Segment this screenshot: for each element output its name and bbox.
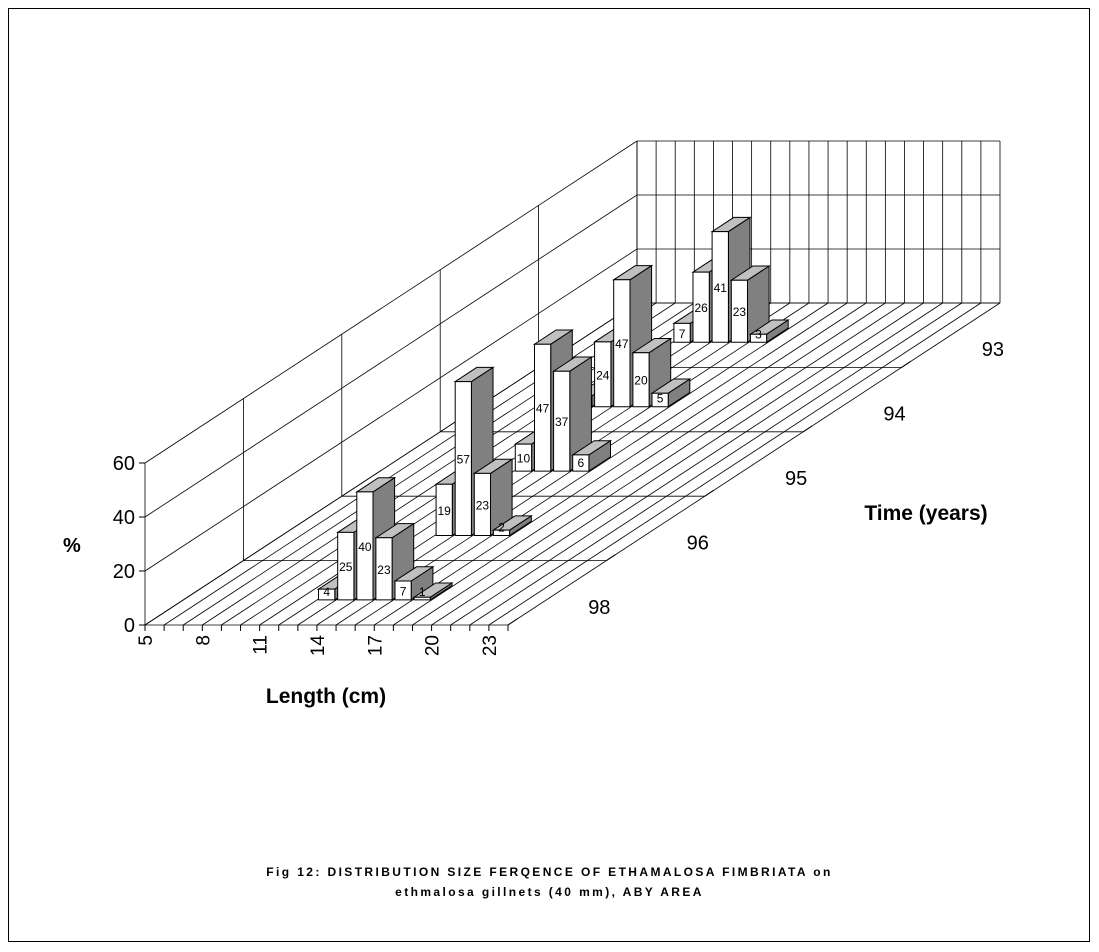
z-axis-tick <box>606 554 616 562</box>
bar-front <box>730 279 748 343</box>
y-axis-title: % <box>63 535 81 557</box>
bar-value-label: 3 <box>755 327 762 341</box>
x-tick-label: 11 <box>251 635 272 655</box>
z-tick-label: 95 <box>785 468 807 490</box>
y-tick-label: 40 <box>113 507 135 529</box>
bar-value-label: 5 <box>657 392 664 406</box>
side-wall-gridline <box>144 248 638 572</box>
x-tick-label: 17 <box>365 635 386 656</box>
floor-gridline <box>450 302 943 626</box>
z-tick-label: 96 <box>687 532 709 554</box>
x-tick-label: 23 <box>480 635 501 656</box>
bar-front <box>749 333 768 343</box>
floor-gridline <box>163 302 657 626</box>
z-axis-title: Time (years) <box>864 502 987 525</box>
bar-front <box>394 580 412 601</box>
bar-value-label: 26 <box>694 301 708 315</box>
y-tick-label: 20 <box>113 561 135 583</box>
bar-value-label: 23 <box>476 498 490 512</box>
bar-value-label: 24 <box>596 368 610 382</box>
bar-95-15: 6 <box>571 439 613 473</box>
bar-front <box>673 322 691 343</box>
bar-front <box>337 531 355 601</box>
z-tick-label: 94 <box>883 404 905 426</box>
z-axis-tick <box>507 618 518 626</box>
x-tick-label: 5 <box>136 635 157 646</box>
floor-gridline <box>507 302 1001 626</box>
bar-value-label: 25 <box>339 560 353 574</box>
bar-front <box>514 443 533 472</box>
bar-98-17: 1 <box>412 582 454 601</box>
figure-caption-line-1: Fig 12: DISTRIBUTION SIZE FERQENCE OF ET… <box>266 865 833 879</box>
side-wall-gridline <box>144 194 638 518</box>
bar-front <box>651 392 669 408</box>
figure-caption-line-2: ethmalosa gillnets (40 mm), ABY AREA <box>395 885 704 899</box>
bar-value-label: 4 <box>323 585 330 599</box>
bar-95-14: 37 <box>551 356 594 473</box>
bar-value-label: 2 <box>498 520 505 534</box>
bar-value-label: 7 <box>400 584 407 598</box>
bar-front <box>572 454 590 472</box>
bar-front <box>413 596 431 601</box>
bar-96-16: 2 <box>491 514 533 537</box>
z-axis-tick <box>901 360 911 368</box>
bar-front <box>492 529 511 536</box>
bar-value-label: 57 <box>457 453 471 467</box>
bar-front <box>632 352 650 408</box>
bar-front <box>553 370 571 472</box>
bar-front <box>692 271 710 343</box>
bar-value-label: 1 <box>419 585 426 599</box>
x-axis-title: Length (cm) <box>266 685 386 708</box>
bar-value-label: 47 <box>615 337 629 351</box>
bar-front <box>356 491 374 601</box>
floor-gridline <box>431 302 924 626</box>
bar-value-label: 37 <box>555 415 569 429</box>
chart-frame <box>8 8 1090 942</box>
floor-gridline <box>469 302 963 626</box>
z-tick-label: 93 <box>982 339 1004 361</box>
floor-gridline <box>412 302 905 626</box>
bar-value-label: 7 <box>679 327 686 341</box>
bar-98-16: 7 <box>393 565 435 601</box>
bar-front <box>435 483 453 536</box>
bar-value-label: 6 <box>577 456 584 470</box>
bar-value-label: 19 <box>437 504 451 518</box>
bar-front <box>318 588 336 601</box>
bar-front <box>613 279 631 408</box>
bar-front <box>454 381 472 536</box>
x-tick-label: 8 <box>193 635 214 646</box>
bar-93-13: 23 <box>729 265 771 344</box>
bar-value-label: 20 <box>634 374 648 388</box>
x-tick-label: 20 <box>423 635 444 656</box>
bar-value-label: 47 <box>536 402 550 416</box>
bar-93-14: 3 <box>748 319 790 344</box>
bar-value-label: 41 <box>714 281 728 295</box>
bar-value-label: 10 <box>517 452 531 466</box>
y-tick-label: 0 <box>124 615 135 637</box>
bar-value-label: 23 <box>733 305 747 319</box>
floor-gridline <box>374 302 867 626</box>
bar-value-label: 23 <box>377 563 391 577</box>
bar-94-14: 5 <box>650 378 692 408</box>
floor-gridline <box>488 302 982 626</box>
floor-gridline <box>354 302 848 626</box>
chart-bars: 726412334244720510473761957232425402371 <box>316 216 790 601</box>
floor-gridline <box>182 302 676 626</box>
bar-front <box>711 231 729 343</box>
bar-front <box>375 537 393 601</box>
y-tick-label: 60 <box>113 453 135 475</box>
x-tick-label: 14 <box>308 635 329 657</box>
side-wall-gridline <box>144 140 638 464</box>
z-tick-label: 98 <box>588 597 610 619</box>
z-axis-tick <box>802 425 813 433</box>
bar-value-label: 40 <box>358 540 372 554</box>
bar-front <box>473 472 491 536</box>
bar-front <box>594 341 612 408</box>
bar-front <box>534 343 552 472</box>
z-axis-tick <box>704 489 715 497</box>
floor-gridline <box>393 302 886 626</box>
